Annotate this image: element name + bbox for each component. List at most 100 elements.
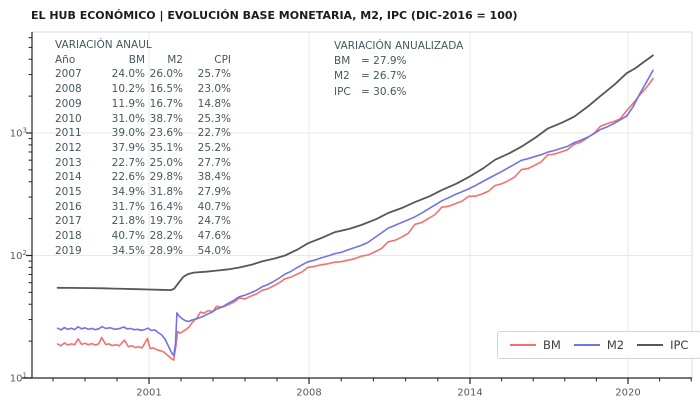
table-cell: 2008 [55,83,82,96]
table-row: 2011 39.0% 23.6% 22.7% [55,126,231,141]
page-title: EL HUB ECONÓMICO | EVOLUCIÓN BASE MONETA… [31,9,518,22]
svg-text:2014: 2014 [457,388,482,399]
col-header-bm: BM [128,53,145,66]
axis-ticks [26,37,692,384]
table-cell: 24.0% [111,68,145,81]
series-line-ipc [56,54,654,291]
table-cell: 34.5% [111,244,145,257]
legend-line-swatch [637,344,664,346]
series-label: BM [334,55,351,68]
table-cell: 27.7% [197,156,231,169]
annualized-variation-block: VARIACIÓN ANUALIZADA BM = 27.9% M2 = 26.7% I… [334,39,463,100]
table-cell: 19.7% [149,215,183,228]
svg-text:2020: 2020 [615,388,640,399]
table-cell: 31.8% [149,186,183,199]
table-cell: 10.2% [111,83,145,96]
svg-text:101: 101 [10,372,27,385]
legend-entry: BM [510,338,561,352]
table-cell: 14.8% [197,97,231,110]
table-row: 2014 22.6% 29.8% 38.4% [55,170,231,185]
table-cell: 2009 [55,97,82,110]
annual-table-header-row: Año BM M2 CPI [55,53,231,68]
table-cell: 47.6% [197,230,231,243]
table-row: 2013 22.7% 25.0% 27.7% [55,156,231,171]
table-cell: 27.9% [197,186,231,199]
table-cell: 34.9% [111,186,145,199]
table-row: 2012 37.9% 35.1% 25.2% [55,141,231,156]
series-annualized-value: = 30.6% [361,85,407,98]
annualized-heading: VARIACIÓN ANUALIZADA [334,40,464,52]
annualized-line: IPC = 30.6% [334,85,463,100]
table-cell: 28.9% [149,244,183,257]
table-cell: 31.7% [111,200,145,213]
table-cell: 25.2% [197,141,231,154]
legend-label: M2 [606,338,625,352]
table-cell: 38.4% [197,171,231,184]
series-label: IPC [334,85,351,98]
table-row: 2015 34.9% 31.8% 27.9% [55,185,231,200]
table-cell: 2015 [55,186,82,199]
table-row: 2009 11.9% 16.7% 14.8% [55,97,231,112]
table-cell: 54.0% [197,244,231,257]
table-cell: 40.7% [197,200,231,213]
annual-variation-table: VARIACIÓN ANAUL Año BM M2 CPI 2007 24.0% 2… [55,38,231,259]
table-cell: 25.7% [197,68,231,81]
table-cell: 28.2% [149,230,183,243]
svg-text:103: 103 [10,127,27,140]
table-row: 2010 31.0% 38.7% 25.3% [55,112,231,127]
series-line-bm [56,77,654,361]
table-cell: 2018 [55,230,82,243]
table-row: 2017 21.8% 19.7% 24.7% [55,214,231,229]
annualized-line: M2 = 26.7% [334,69,463,84]
table-cell: 2019 [55,244,82,257]
annualized-line: BM = 27.9% [334,54,463,69]
table-cell: 25.3% [197,112,231,125]
table-cell: 2011 [55,127,82,140]
table-cell: 37.9% [111,141,145,154]
series-line-m2 [56,69,654,357]
axis-spines [22,31,693,379]
table-cell: 2014 [55,171,82,184]
table-cell: 16.7% [149,97,183,110]
legend-entry: M2 [573,338,625,352]
table-cell: 29.8% [149,171,183,184]
legend-label: IPC [670,338,689,352]
col-header-year: Año [55,53,76,66]
table-cell: 2017 [55,215,82,228]
svg-text:2001: 2001 [136,388,161,399]
table-cell: 26.0% [149,68,183,81]
table-cell: 39.0% [111,127,145,140]
series-annualized-value: = 27.9% [361,55,407,68]
table-cell: 31.0% [111,112,145,125]
axis-tick-labels: 101 102 103 2001 2008 2014 2020 [10,127,641,399]
table-cell: 2012 [55,141,82,154]
table-cell: 23.0% [197,83,231,96]
series-lines [56,54,654,361]
table-cell: 2013 [55,156,82,169]
table-cell: 16.4% [149,200,183,213]
table-cell: 25.0% [149,156,183,169]
table-cell: 35.1% [149,141,183,154]
annual-table-heading: VARIACIÓN ANAUL [55,39,152,51]
legend-line-swatch [573,344,600,346]
table-cell: 2010 [55,112,82,125]
legend-line-swatch [510,344,536,346]
legend-entry: IPC [637,338,688,352]
table-row: 2007 24.0% 26.0% 25.7% [55,67,231,82]
annual-table-body: 2007 24.0% 26.0% 25.7% 2008 10.2% 16.5% 23.0% 20… [55,67,231,258]
table-cell: 22.6% [111,171,145,184]
legend-label: BM [543,338,561,352]
table-cell: 2007 [55,68,82,81]
table-cell: 23.6% [149,127,183,140]
table-cell: 22.7% [197,127,231,140]
annualized-lines: BM = 27.9% M2 = 26.7% IPC = 30.6% [334,54,463,100]
table-cell: 24.7% [197,215,231,228]
table-cell: 2016 [55,200,82,213]
series-label: M2 [334,70,350,83]
table-cell: 22.7% [111,156,145,169]
svg-text:102: 102 [10,249,27,262]
table-row: 2019 34.5% 28.9% 54.0% [55,244,231,259]
table-cell: 38.7% [149,112,183,125]
